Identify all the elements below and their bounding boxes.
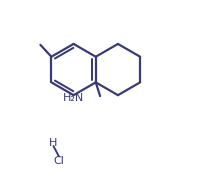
Text: H₂N: H₂N [62, 93, 84, 103]
Text: H: H [49, 138, 58, 148]
Text: Cl: Cl [54, 156, 64, 166]
